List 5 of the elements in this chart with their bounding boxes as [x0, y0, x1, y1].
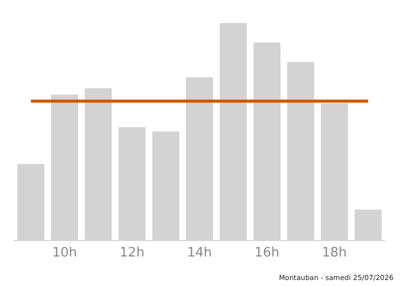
x-tick-label: 12h	[120, 246, 144, 261]
x-tick-label: 10h	[52, 246, 77, 261]
x-tick-label: 18h	[322, 246, 347, 261]
x-tick-label: 16h	[254, 246, 280, 261]
x-tick-label: 14h	[187, 246, 212, 261]
